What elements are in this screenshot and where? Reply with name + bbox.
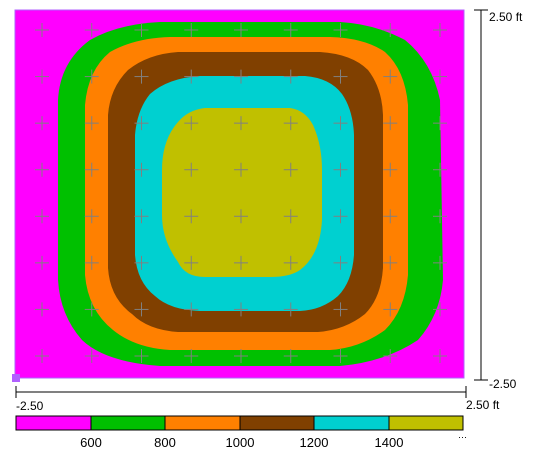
grid-marker	[134, 302, 149, 317]
grid-marker	[234, 23, 248, 37]
grid-marker	[333, 302, 348, 317]
grid-marker	[333, 162, 348, 177]
grid-marker	[134, 116, 149, 131]
grid-marker	[35, 116, 49, 131]
grid-marker	[433, 69, 447, 84]
legend-tick-label: 1000	[225, 435, 255, 450]
grid-marker	[234, 255, 248, 270]
grid-marker	[234, 302, 248, 317]
grid-marker	[234, 209, 248, 224]
legend-tick-label: 1200	[299, 435, 329, 450]
band-gt-1400	[162, 108, 322, 277]
grid-marker	[383, 302, 398, 317]
grid-marker	[433, 255, 447, 270]
grid-marker	[84, 302, 99, 317]
grid-marker	[333, 255, 348, 270]
grid-marker	[383, 349, 398, 363]
grid-marker	[234, 69, 248, 84]
legend-swatch-600-800	[90, 415, 166, 431]
grid-marker	[283, 255, 298, 270]
grid-marker	[333, 116, 348, 131]
grid-marker	[433, 162, 447, 177]
grid-marker	[184, 209, 199, 224]
grid-marker	[433, 116, 447, 131]
grid-marker	[35, 23, 49, 37]
grid-marker	[84, 116, 99, 131]
legend-tick-label: 1400	[374, 435, 404, 450]
grid-marker	[433, 349, 447, 363]
color-legend	[15, 415, 464, 431]
grid-marker	[433, 209, 447, 224]
grid-marker	[84, 349, 99, 363]
grid-marker	[184, 255, 199, 270]
grid-marker	[134, 69, 149, 84]
y-axis-max-label: 2.50 ft	[489, 10, 523, 24]
legend-swatch-gt-1400	[388, 415, 464, 431]
legend-swatch-1200-1400	[313, 415, 390, 431]
grid-marker	[84, 209, 99, 224]
grid-marker	[283, 349, 298, 363]
grid-marker	[433, 302, 447, 317]
grid-marker	[283, 69, 298, 84]
grid-marker	[333, 209, 348, 224]
y-axis-min-label: -2.50	[489, 377, 517, 391]
grid-marker	[134, 255, 149, 270]
corner-marker	[12, 374, 20, 382]
grid-marker	[35, 69, 49, 84]
legend-end-marker: ⋯	[458, 432, 467, 442]
grid-marker	[283, 209, 298, 224]
legend-swatch-1000-1200	[239, 415, 315, 431]
grid-marker	[283, 162, 298, 177]
grid-marker	[35, 162, 49, 177]
legend-swatch-800-1000	[164, 415, 241, 431]
grid-marker	[184, 302, 199, 317]
grid-marker	[283, 302, 298, 317]
grid-marker	[134, 349, 149, 363]
grid-marker	[84, 69, 99, 84]
y-axis	[474, 9, 488, 381]
legend-swatch-lt-600	[15, 415, 92, 431]
grid-marker	[383, 255, 398, 270]
legend-tick-label: 800	[154, 435, 176, 450]
grid-marker	[184, 23, 199, 37]
grid-marker	[35, 349, 49, 363]
grid-marker	[333, 349, 348, 363]
grid-marker	[184, 69, 199, 84]
grid-marker	[35, 255, 49, 270]
grid-marker	[333, 69, 348, 84]
grid-marker	[383, 116, 398, 131]
grid-marker	[383, 69, 398, 84]
grid-marker	[383, 23, 398, 37]
x-axis-max-label: 2.50 ft	[466, 398, 500, 412]
grid-marker	[134, 209, 149, 224]
grid-marker	[184, 349, 199, 363]
grid-marker	[35, 209, 49, 224]
grid-marker	[234, 349, 248, 363]
grid-marker	[35, 302, 49, 317]
x-axis	[15, 386, 467, 398]
grid-marker	[234, 116, 248, 131]
grid-marker	[84, 255, 99, 270]
grid-marker	[84, 162, 99, 177]
grid-marker	[433, 23, 447, 37]
grid-markers	[35, 23, 447, 363]
grid-marker	[333, 23, 348, 37]
grid-marker	[134, 23, 149, 37]
grid-marker	[184, 162, 199, 177]
grid-marker	[84, 23, 99, 37]
grid-marker	[383, 162, 398, 177]
grid-marker	[234, 162, 248, 177]
grid-marker	[283, 23, 298, 37]
legend-tick-label: 600	[80, 435, 102, 450]
grid-marker	[383, 209, 398, 224]
grid-marker	[134, 162, 149, 177]
grid-marker	[283, 116, 298, 131]
x-axis-min-label: -2.50	[16, 399, 44, 413]
grid-marker	[184, 116, 199, 131]
